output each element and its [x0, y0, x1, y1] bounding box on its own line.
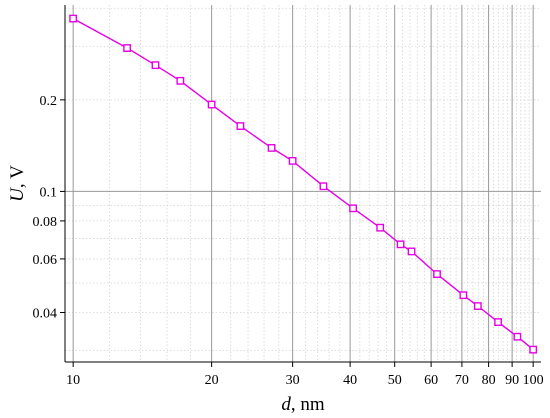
data-point-marker	[459, 291, 468, 300]
major-grid	[65, 5, 541, 362]
data-point-marker	[267, 144, 276, 152]
x-tick-label: 70	[455, 373, 469, 388]
data-point-marker	[236, 122, 245, 130]
x-axis-symbol: d	[281, 394, 291, 415]
y-tick-label: 0.04	[33, 306, 58, 321]
data-point-marker	[494, 318, 502, 326]
y-tick-label: 0.1	[40, 185, 58, 200]
x-tick-label: 80	[482, 373, 496, 388]
data-point-marker	[349, 204, 357, 213]
data-point-marker	[319, 182, 328, 191]
x-axis-unit: , nm	[291, 394, 325, 415]
data-point-marker	[288, 156, 297, 165]
data-point-marker	[433, 270, 441, 278]
y-axis-symbol: U	[7, 187, 28, 202]
y-tick-label: 0.06	[33, 253, 58, 268]
data-point-marker	[69, 14, 78, 23]
x-axis-title: d, nm	[281, 394, 325, 415]
x-tick-label: 20	[205, 373, 219, 388]
y-tick-label: 0.08	[33, 215, 58, 230]
x-tick-label: 10	[66, 373, 80, 388]
series-layer	[69, 14, 538, 354]
data-point-marker	[473, 302, 482, 310]
x-tick-label: 40	[343, 373, 357, 388]
data-point-marker	[176, 76, 185, 85]
data-point-marker	[396, 240, 405, 249]
data-point-marker	[513, 332, 522, 341]
x-ticks: 10 20 30 40 50 60 70 80 90 100	[66, 362, 544, 388]
x-tick-label: 90	[505, 373, 519, 388]
y-ticks: 0.04 0.06 0.08 0.1 0.2	[33, 94, 65, 321]
data-point-marker	[407, 247, 416, 256]
data-point-marker	[123, 44, 132, 52]
y-axis-unit: , V	[7, 165, 28, 188]
x-tick-label: 60	[424, 373, 438, 388]
data-point-marker	[376, 223, 385, 232]
x-tick-label: 30	[286, 373, 300, 388]
y-tick-label: 0.2	[40, 94, 58, 109]
minor-grid	[65, 5, 541, 362]
data-point-marker	[151, 61, 160, 70]
data-point-marker	[529, 345, 538, 354]
data-point-marker	[207, 100, 216, 109]
x-tick-label: 50	[388, 373, 402, 388]
x-tick-label: 100	[523, 373, 544, 388]
series-line	[72, 17, 534, 351]
y-axis-title: U, V	[7, 165, 28, 202]
